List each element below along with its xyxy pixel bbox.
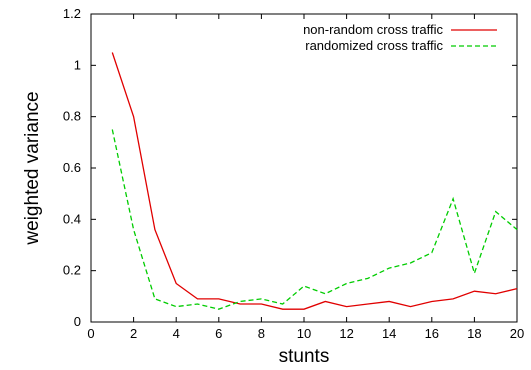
x-tick-label: 10 (297, 326, 311, 341)
y-tick-label: 0.8 (63, 109, 81, 124)
y-tick-label: 0 (74, 314, 81, 329)
series-line-1 (111, 52, 518, 310)
y-tick-label: 1 (74, 57, 81, 72)
series-line-2 (111, 129, 518, 310)
x-tick-label: 0 (87, 326, 94, 341)
x-tick-label: 4 (173, 326, 180, 341)
y-axis-label: weighted variance (22, 91, 43, 245)
y-tick-label: 1.2 (63, 6, 81, 21)
legend-label-2: randomized cross traffic (305, 38, 443, 53)
x-tick-label: 16 (425, 326, 439, 341)
legend-label-1: non-random cross traffic (303, 22, 443, 37)
plot-frame (90, 13, 518, 323)
y-tick-label: 0.2 (63, 263, 81, 278)
x-tick-label: 20 (510, 326, 524, 341)
x-tick-label: 6 (215, 326, 222, 341)
y-tick-label: 0.4 (63, 211, 81, 226)
x-axis-label: stunts (279, 346, 330, 367)
x-tick-label: 14 (382, 326, 396, 341)
x-tick-label: 2 (130, 326, 137, 341)
x-tick-label: 18 (467, 326, 481, 341)
y-tick-label: 0.6 (63, 160, 81, 175)
x-tick-label: 12 (339, 326, 353, 341)
x-tick-label: 8 (258, 326, 265, 341)
